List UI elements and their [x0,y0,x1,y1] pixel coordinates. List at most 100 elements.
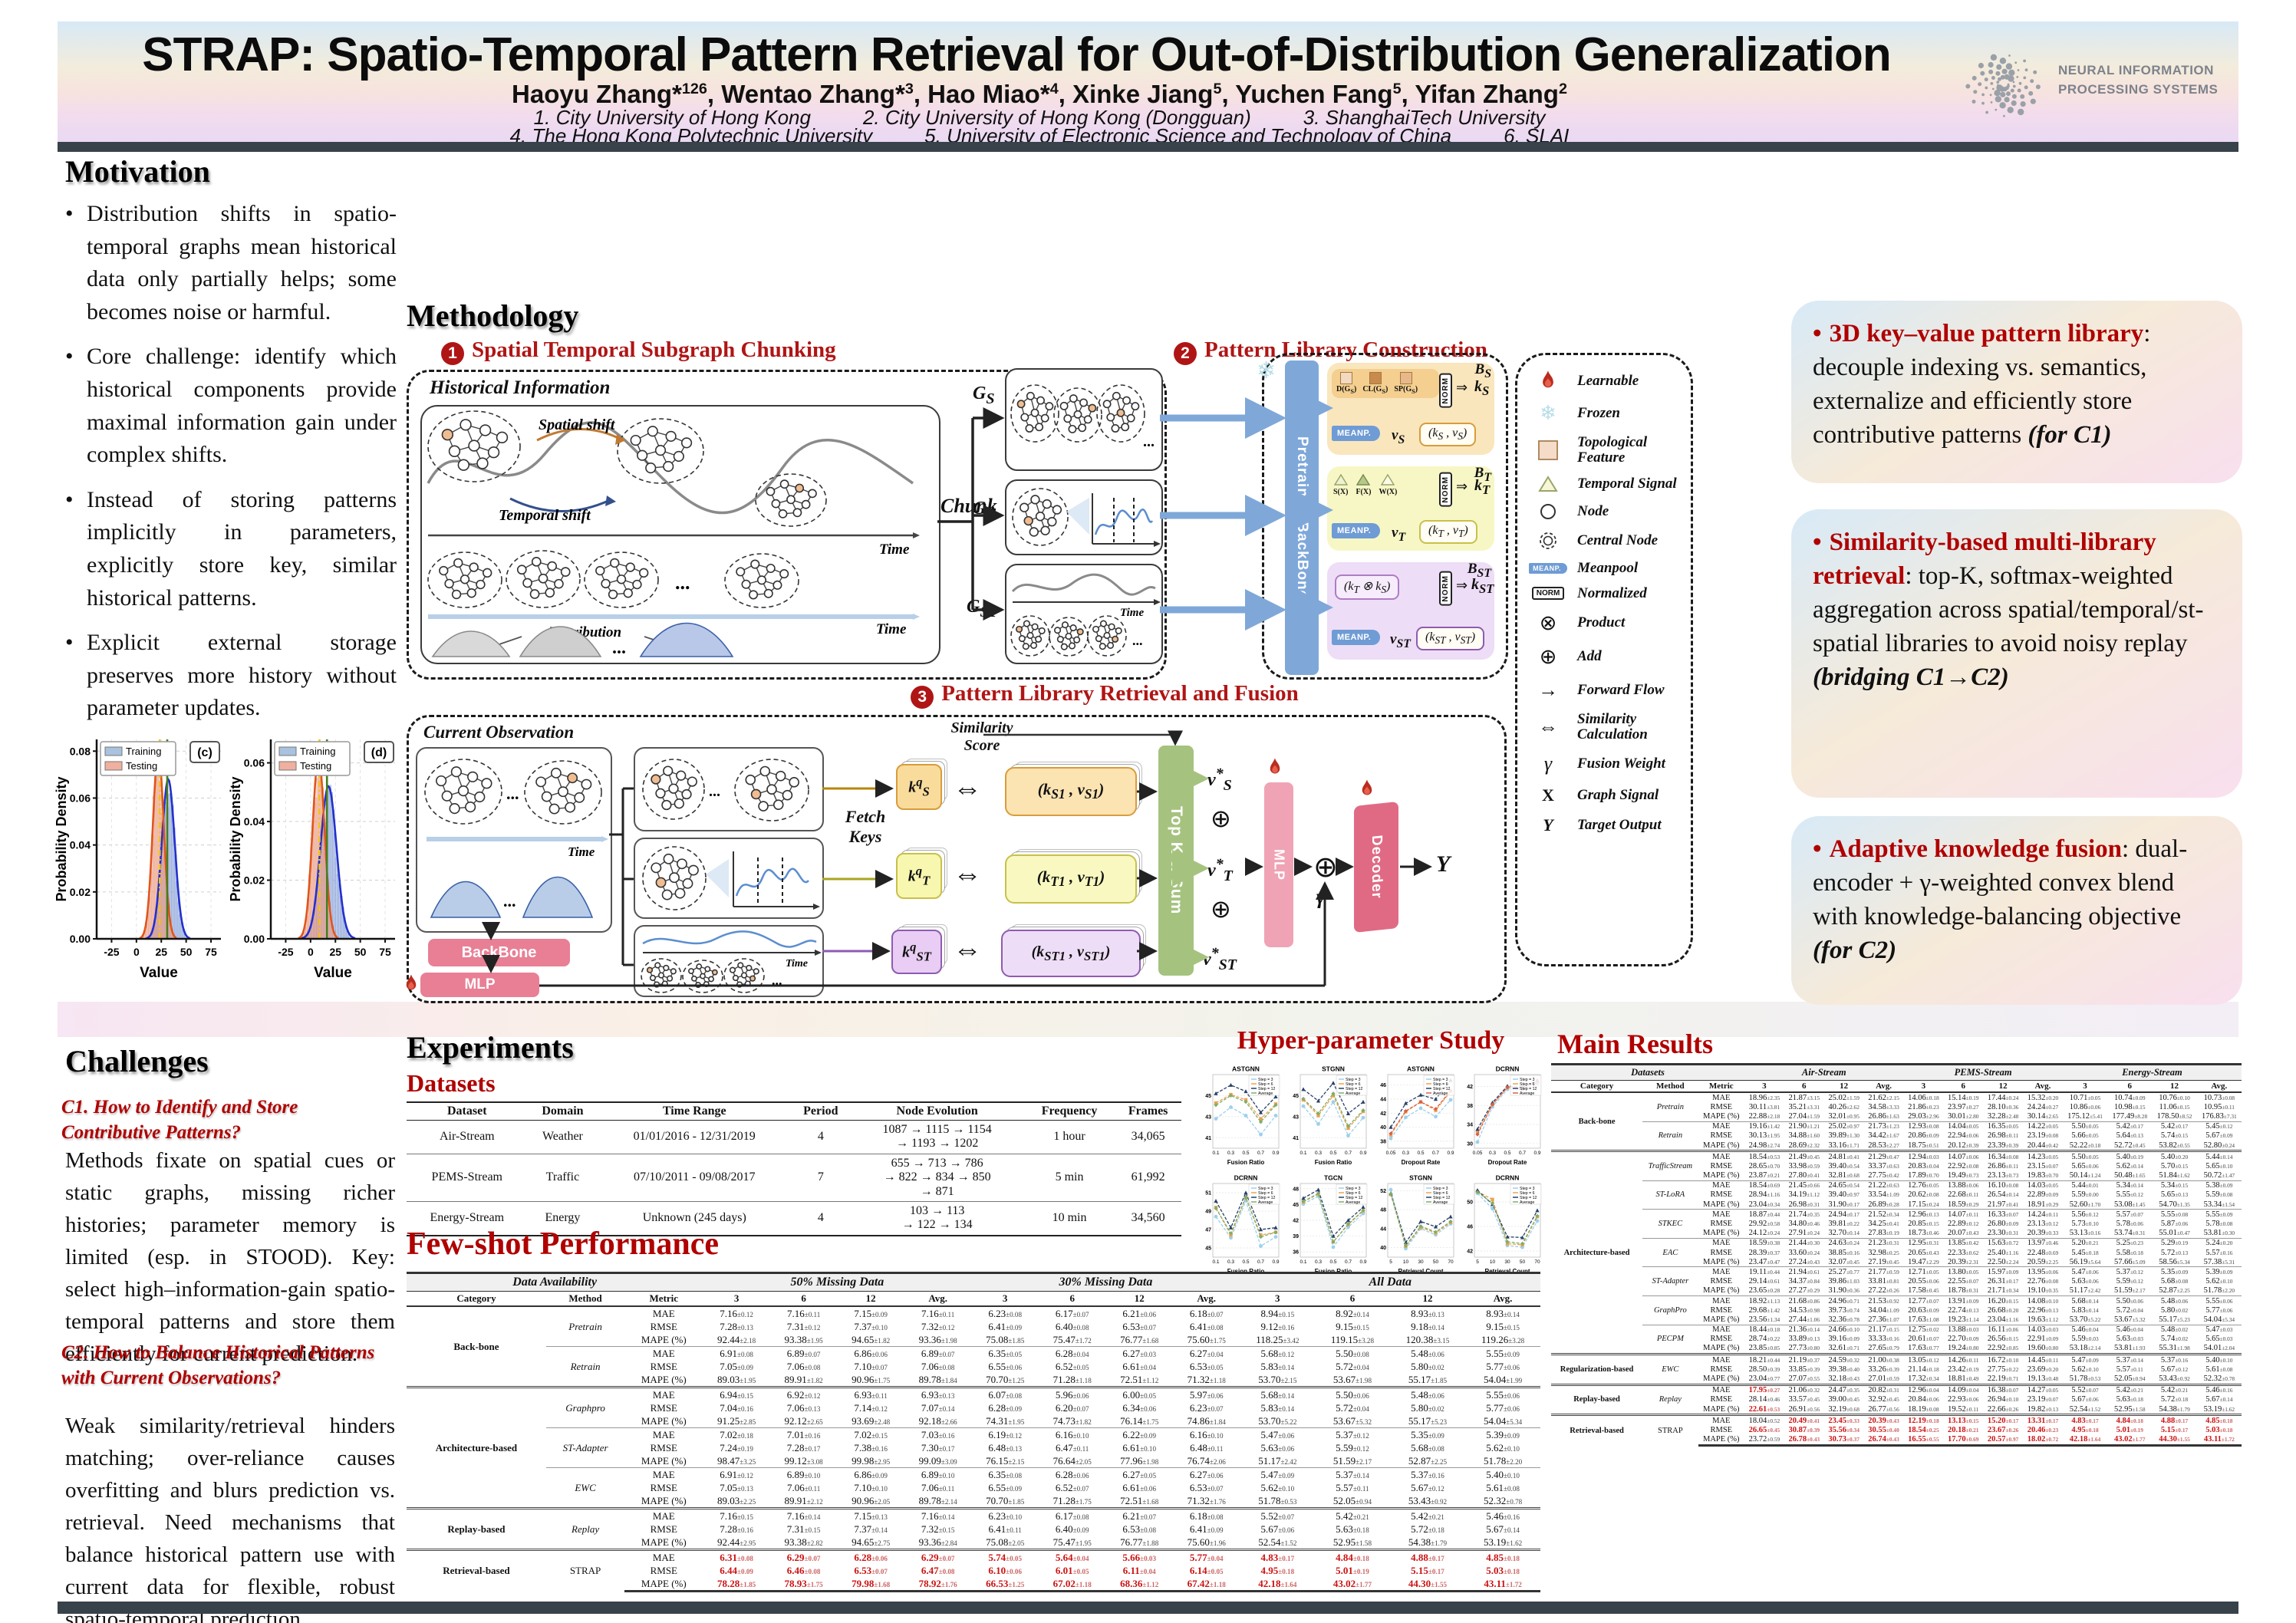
svg-text:45: 45 [1205,1094,1211,1099]
value-cell: 76.64±2.05 [1052,1454,1092,1467]
value-cell: 5.24±0.20 [2196,1237,2242,1248]
dataset-cell: 4 [791,1120,851,1154]
value-cell: 52.72±0.45 [2114,1141,2146,1150]
value-cell: 16.72±0.10 [1983,1353,2024,1365]
value-cell: 7.32±0.12 [921,1320,955,1332]
value-cell: 5.01±0.19 [1336,1564,1369,1576]
value-cell: 31.90±0.17 [1828,1200,1860,1209]
svg-text:0.9: 0.9 [1447,1151,1454,1156]
value-cell: 74.73±1.82 [1052,1414,1092,1427]
value-cell: 5.66±0.03 [1105,1549,1173,1564]
value-cell: 5.87±0.06 [2160,1220,2189,1229]
table-column-header: 6 [2107,1080,2153,1093]
value-cell: 5.50±0.06 [1315,1386,1390,1401]
add-icon-3: ⊕ [1313,851,1338,884]
svg-text:Value: Value [314,965,352,981]
query-key-t: kqT [896,853,942,899]
value-cell: 5.62±0.10 [1486,1441,1520,1453]
value-cell: 33.98±0.59 [1788,1161,1820,1170]
dataset-cell: 07/10/2011 - 09/08/2017 [598,1154,792,1202]
svg-text:Step = 12: Step = 12 [1433,1196,1450,1200]
hyper-chart-h7: 40 44 48 52 STGNN 5 10 30 50 70 Retrieval Count Ste… [1372,1174,1457,1280]
obs-st-box: Time... [634,925,824,997]
value-cell: 6.21±0.06 [1122,1307,1157,1319]
svg-text:...: ... [1143,433,1155,450]
value-cell: 40.26±2.62 [1828,1102,1860,1111]
retrieved-kv-st: (kST1 , vST1) [1001,930,1141,977]
hyper-chart-h6: 36 39 42 45 48 TGCN 0.1 0.3 0.5 0.7 0.9 Fusion Rati… [1284,1174,1369,1280]
value-cell: 19.10±0.35 [2027,1286,2059,1295]
table-row: RMSE 28.39±0.37 33.60±0.24 38.85±0.16 32.98±… [1551,1248,2242,1257]
value-cell: 9.12±0.16 [1260,1320,1295,1332]
value-cell: 74.86±1.84 [1187,1414,1226,1427]
value-cell: 21.71±0.34 [1987,1286,2019,1295]
svg-text:Probability Density: Probability Density [55,776,69,901]
value-cell: 92.44±2.18 [717,1333,756,1345]
value-cell: 6.61±0.10 [1122,1441,1157,1453]
table-column-header: Avg. [1465,1291,1540,1307]
value-cell: 22.70±0.09 [1947,1335,1979,1344]
value-cell: 89.91±2.12 [784,1494,823,1506]
value-cell: 5.52±0.07 [2062,1383,2108,1395]
value-cell: 54.04±1.99 [1484,1373,1523,1385]
value-cell: 4.85±0.18 [2196,1414,2242,1426]
value-cell: 18.87±0.44 [1744,1209,1784,1220]
kv-pair-t: (kT , vT) [1419,520,1477,545]
value-cell: 14.04±0.05 [1943,1121,1984,1131]
value-cell: 7.06±0.11 [786,1481,821,1493]
value-cell: 54.01±2.04 [2203,1344,2235,1353]
value-cell: 5.67±0.09 [2205,1131,2233,1141]
table-row: MAPE (%) 22.88±2.18 27.04±1.59 32.01±0.95 26… [1551,1111,2242,1121]
svg-text:0.5: 0.5 [1329,1259,1336,1265]
value-cell: 23.19±0.08 [2027,1131,2059,1141]
value-cell: 6.48±0.13 [988,1441,1022,1453]
value-cell: 24.24±0.27 [2027,1102,2059,1111]
value-cell: 52.80±0.24 [2203,1141,2235,1150]
value-cell: 23.67±0.26 [1987,1425,2019,1434]
value-cell: 16.38±0.07 [1983,1383,2024,1395]
value-cell: 33.85±0.39 [1788,1365,1820,1374]
metric-cell: RMSE [1710,1220,1733,1229]
value-cell: 5.47±0.06 [1240,1427,1316,1441]
value-cell: 7.14±0.12 [854,1401,888,1414]
value-cell: 7.31±0.12 [786,1320,821,1332]
dataset-cell: Weather [527,1120,598,1154]
category-cell: Retrieval-based [1551,1414,1643,1446]
value-cell: 20.82±0.31 [1863,1383,1904,1395]
value-cell: 51.84±1.62 [2159,1171,2190,1180]
value-cell: 4.84±0.18 [2107,1414,2153,1426]
svg-text:50: 50 [180,946,193,958]
svg-text:Step = 6: Step = 6 [1433,1082,1448,1087]
value-cell: 30.13±1.95 [1748,1131,1780,1141]
value-cell: 99.12±3.08 [784,1454,823,1467]
svg-text:0.1: 0.1 [1300,1151,1306,1156]
value-cell: 6.91±0.12 [703,1467,770,1481]
authors-line: Haoyu Zhang*126, Wentao Zhang*3, Hao Mia… [512,80,1567,108]
value-cell: 5.70±0.15 [2160,1161,2189,1170]
svg-text:25: 25 [329,946,341,958]
value-cell: 53.19±1.62 [1484,1536,1523,1548]
value-cell: 33.57±0.45 [1788,1395,1820,1404]
value-cell: 6.35±0.08 [971,1467,1039,1481]
table-row: PECPM MAE 18.44±0.18 21.36±0.14 24.66±0.10 21… [1551,1324,2242,1355]
value-cell: 119.15±3.28 [1330,1333,1375,1345]
svg-text:Step = 12: Step = 12 [1433,1087,1450,1091]
value-cell: 6.35±0.05 [971,1346,1039,1360]
value-cell: 20.83±0.04 [1908,1161,1939,1170]
method-cell: EAC [1642,1237,1698,1267]
value-cell: 5.67±0.06 [2071,1395,2099,1404]
value-cell: 34.25±0.41 [1868,1220,1899,1229]
value-cell: 67.42±1.18 [1172,1577,1240,1592]
value-cell: 67.02±1.18 [1038,1577,1106,1592]
value-cell: 15.63±0.72 [1983,1237,2024,1248]
svg-text:Step = 12: Step = 12 [1258,1087,1275,1091]
svg-text:38: 38 [1380,1139,1386,1144]
method-cell: EWC [545,1467,625,1509]
svg-text:Fusion Ratio: Fusion Ratio [1315,1159,1352,1166]
value-cell: 5.96±0.06 [1038,1386,1106,1401]
value-cell: 92.44±2.95 [717,1536,756,1548]
value-cell: 6.53±0.05 [1189,1360,1224,1372]
value-cell: 18.78±0.31 [1947,1286,1979,1295]
value-cell: 23.85±0.85 [1748,1344,1780,1353]
category-cell: Replay-based [407,1507,546,1550]
